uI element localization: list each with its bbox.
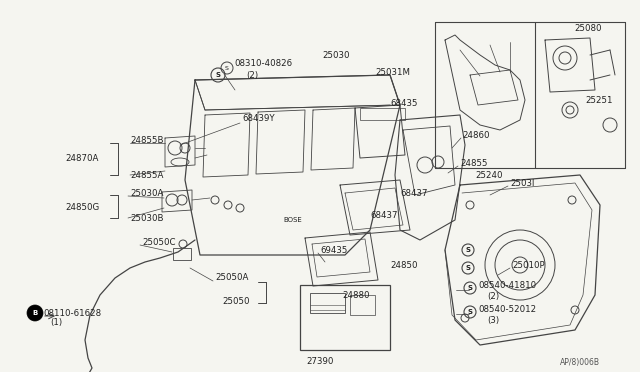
Text: 25030A: 25030A: [130, 189, 163, 198]
Text: 24850G: 24850G: [65, 202, 99, 212]
Text: 69435: 69435: [320, 246, 348, 254]
Text: 68437: 68437: [370, 211, 397, 219]
Text: (2): (2): [487, 292, 499, 301]
Text: 27390: 27390: [307, 357, 333, 366]
Text: S: S: [467, 309, 472, 315]
Text: S: S: [465, 265, 470, 271]
Text: S: S: [465, 247, 470, 253]
Text: 25240: 25240: [475, 170, 502, 180]
Text: 68439Y: 68439Y: [242, 113, 275, 122]
Text: 25030B: 25030B: [130, 214, 163, 222]
Bar: [173, 248, 191, 260]
Text: 68437: 68437: [400, 189, 428, 198]
Text: 24850: 24850: [390, 260, 417, 269]
Text: 08540-41810: 08540-41810: [478, 280, 536, 289]
Bar: [300, 285, 390, 350]
Bar: [360, 108, 405, 120]
Bar: [350, 295, 375, 315]
Text: S: S: [216, 72, 221, 78]
Text: 25080: 25080: [574, 23, 602, 32]
Text: 25050A: 25050A: [215, 273, 248, 282]
Text: 2503l: 2503l: [510, 179, 534, 187]
Text: 24855A: 24855A: [130, 170, 163, 180]
Bar: [310, 293, 345, 313]
Text: 25031M: 25031M: [375, 67, 410, 77]
Circle shape: [27, 305, 43, 321]
Text: 24855: 24855: [460, 158, 488, 167]
Text: (2): (2): [246, 71, 258, 80]
Text: 25050: 25050: [222, 298, 250, 307]
Text: 24855B: 24855B: [130, 135, 163, 144]
Text: BOSE: BOSE: [284, 217, 302, 223]
Text: 25030: 25030: [322, 51, 349, 60]
Text: 25251: 25251: [585, 96, 612, 105]
Text: (1): (1): [50, 318, 62, 327]
Text: S: S: [225, 65, 229, 71]
Text: 68435: 68435: [390, 99, 417, 108]
Text: 25010P: 25010P: [512, 260, 545, 269]
Text: S: S: [467, 285, 472, 291]
Text: (3): (3): [487, 317, 499, 326]
Text: B: B: [33, 310, 38, 316]
Text: AP/8)006B: AP/8)006B: [560, 357, 600, 366]
Text: 08110-61628: 08110-61628: [43, 308, 101, 317]
Text: 24870A: 24870A: [65, 154, 99, 163]
Text: 24860: 24860: [462, 131, 490, 140]
Text: 08540-52012: 08540-52012: [478, 305, 536, 314]
Text: 24880: 24880: [342, 291, 369, 299]
Text: 25050C: 25050C: [142, 237, 175, 247]
Text: 08310-40826: 08310-40826: [234, 58, 292, 67]
